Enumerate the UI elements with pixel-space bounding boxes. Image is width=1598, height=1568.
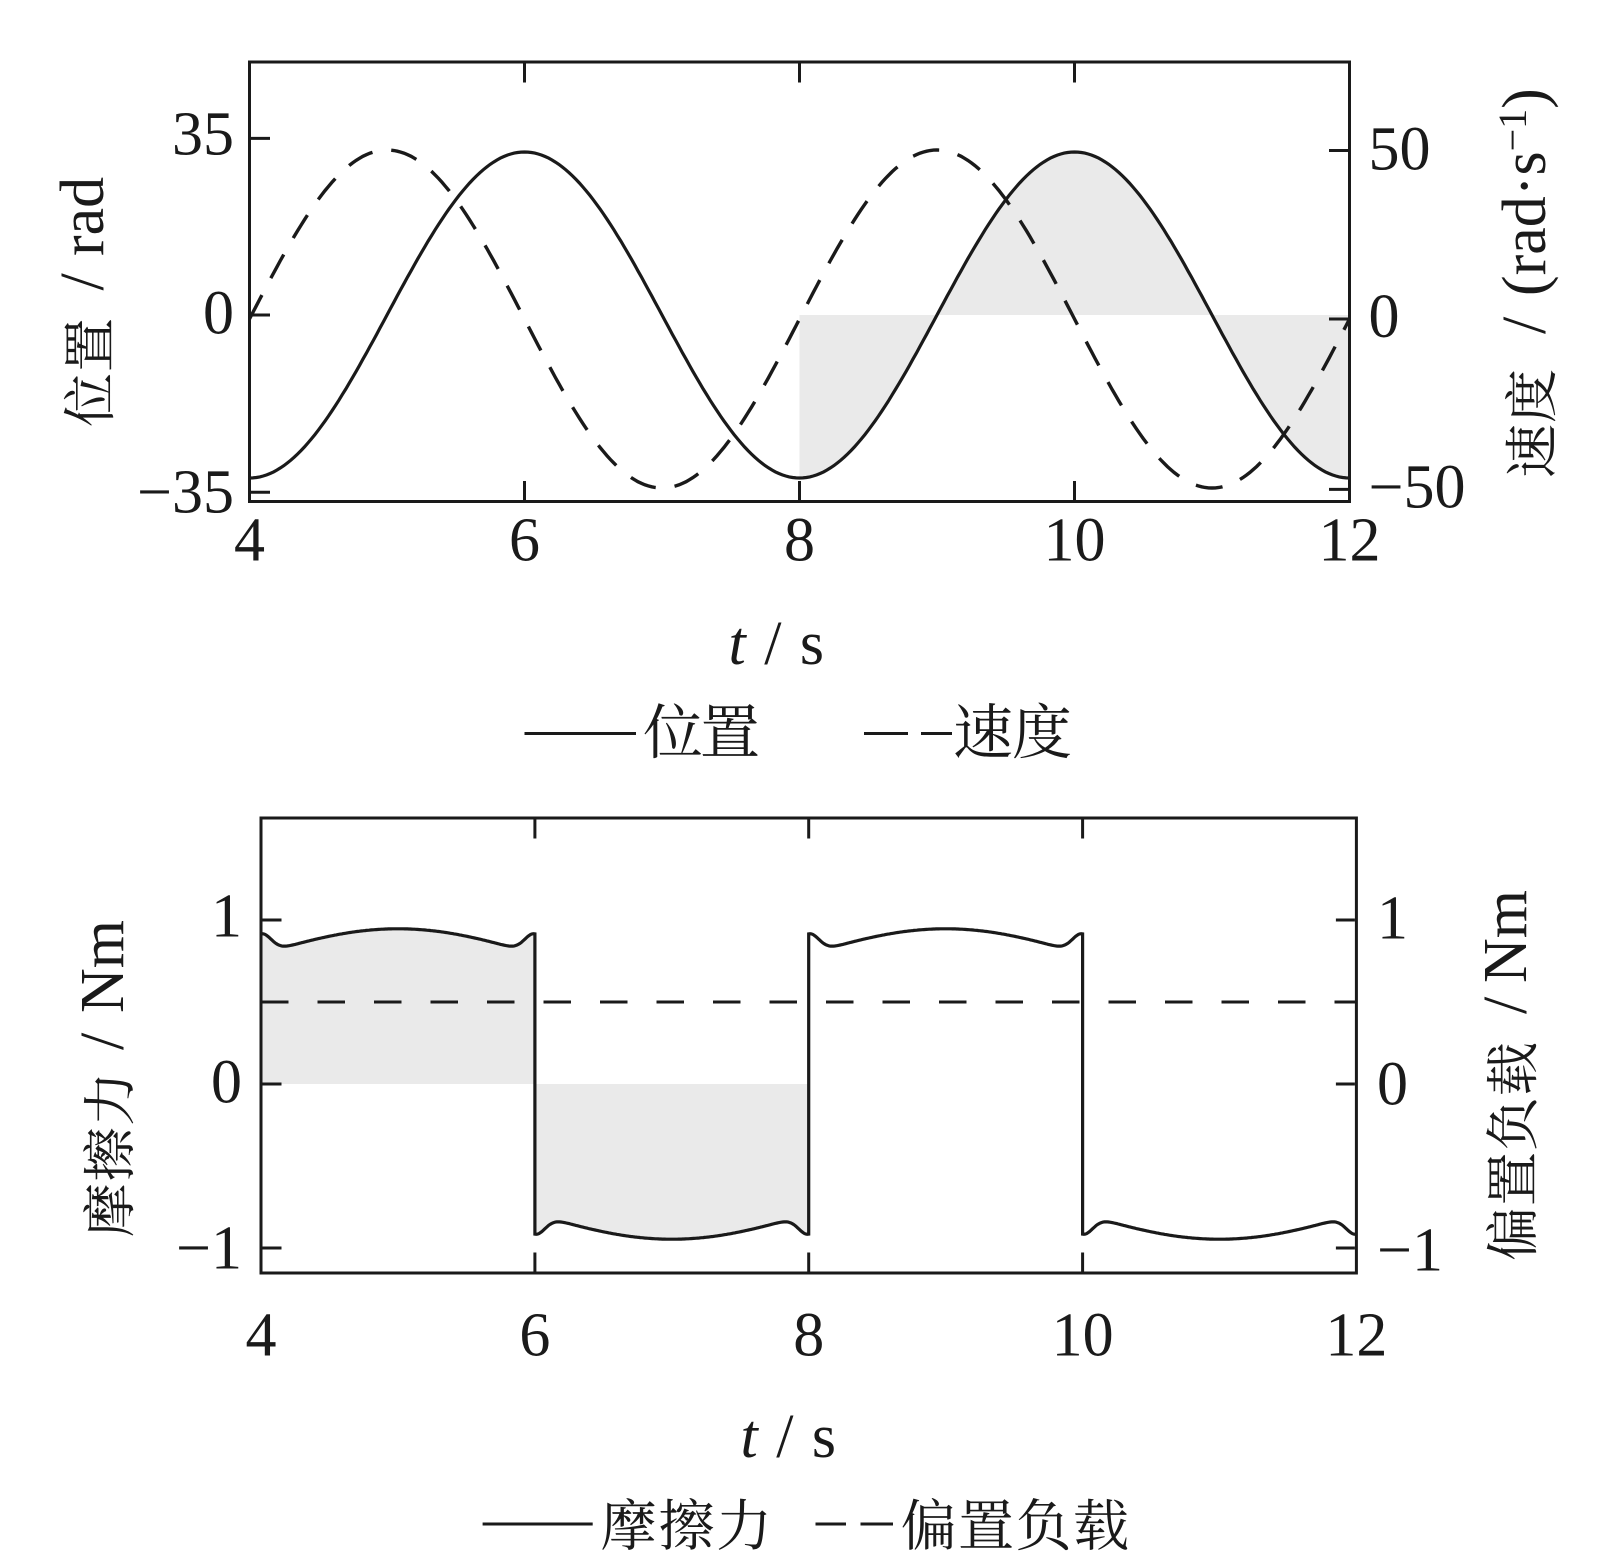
svg-text:12: 12 [1319,506,1381,574]
svg-text:/: / [69,1032,137,1050]
svg-text:35: 35 [172,100,234,168]
svg-text:1: 1 [1377,884,1408,952]
svg-text:/: / [1472,996,1540,1014]
svg-text:t / s: t / s [728,610,825,678]
svg-text:Nm: Nm [1472,890,1540,983]
svg-text:Nm: Nm [69,920,137,1013]
svg-text:−1: −1 [1377,1216,1443,1284]
svg-text:rad: rad [49,177,117,256]
svg-text:10: 10 [1044,506,1106,574]
svg-text:(rad·s−1): (rad·s−1) [1490,88,1559,296]
svg-text:0: 0 [1377,1050,1408,1118]
svg-text:/: / [49,273,117,291]
svg-text:/: / [1491,316,1559,334]
svg-text:t / s: t / s [740,1403,837,1471]
svg-text:50: 50 [1369,115,1431,183]
svg-text:4: 4 [246,1301,277,1369]
svg-text:0: 0 [203,279,234,347]
svg-text:10: 10 [1052,1301,1114,1369]
svg-text:0: 0 [1369,283,1400,351]
svg-text:6: 6 [519,1301,550,1369]
svg-text:−35: −35 [137,458,234,526]
svg-text:6: 6 [509,506,540,574]
svg-text:4: 4 [234,506,265,574]
svg-text:1: 1 [211,882,242,950]
svg-text:12: 12 [1325,1301,1387,1369]
svg-text:0: 0 [211,1048,242,1116]
svg-text:−1: −1 [176,1214,242,1282]
svg-text:8: 8 [793,1301,824,1369]
svg-text:−50: −50 [1369,453,1466,521]
svg-text:8: 8 [784,506,815,574]
